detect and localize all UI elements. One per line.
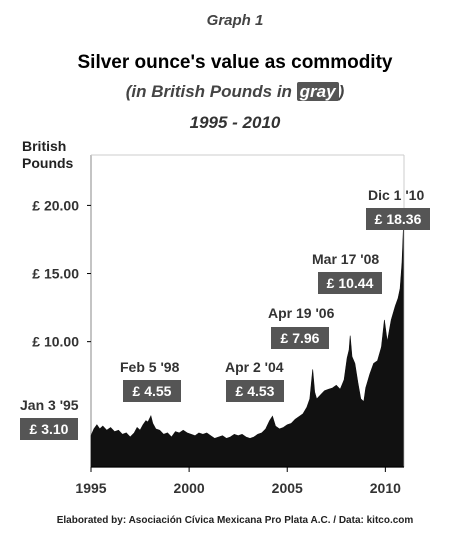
x-tick-label: 2000 — [174, 480, 205, 496]
chart-year-range: 1995 - 2010 — [189, 113, 281, 132]
annotation-date-label: Mar 17 '08 — [312, 251, 379, 267]
chart-title: Silver ounce's value as commodity — [77, 52, 393, 73]
subtitle-gray-highlight: gray — [296, 82, 339, 101]
annotation-value-box — [271, 327, 329, 349]
annotation-value-label: £ 4.53 — [236, 383, 275, 399]
x-tick-label: 2010 — [370, 480, 401, 496]
annotation-date-label: Jan 3 '95 — [20, 397, 79, 413]
graph-number-label: Graph 1 — [206, 12, 264, 29]
chart-footer-credit: Elaborated by: Asociación Cívica Mexican… — [56, 515, 414, 526]
y-tick-label: £ 15.00 — [32, 266, 79, 282]
annotation-date-label: Apr 2 '04 — [225, 359, 284, 375]
annotation-date-label: Feb 5 '98 — [120, 359, 180, 375]
annotation-value-label: £ 10.44 — [327, 275, 374, 291]
annotation-value-box — [20, 418, 78, 440]
annotation-date-label: Dic 1 '10 — [368, 187, 424, 203]
annotation-value-box — [123, 380, 181, 402]
subtitle-prefix: (in British Pounds in — [125, 82, 297, 101]
x-tick-label: 1995 — [75, 480, 106, 496]
subtitle-suffix: ) — [338, 82, 345, 101]
x-tick-label: 2005 — [272, 480, 303, 496]
annotation-value-label: £ 7.96 — [281, 330, 320, 346]
annotation-value-label: £ 18.36 — [375, 211, 422, 227]
y-tick-label: £ 20.00 — [32, 197, 79, 213]
y-tick-label: £ 10.00 — [32, 334, 79, 350]
annotation-value-box — [226, 380, 284, 402]
chart-subtitle: (in British Pounds in gray) — [0, 82, 470, 102]
y-axis-label: British Pounds — [22, 138, 74, 171]
annotation-value-box — [318, 272, 382, 294]
silver-price-area — [90, 227, 404, 468]
annotation-value-label: £ 3.10 — [30, 421, 69, 437]
annotation-value-box — [366, 208, 430, 230]
annotation-value-label: £ 4.55 — [133, 383, 172, 399]
annotation-date-label: Apr 19 '06 — [268, 305, 335, 321]
